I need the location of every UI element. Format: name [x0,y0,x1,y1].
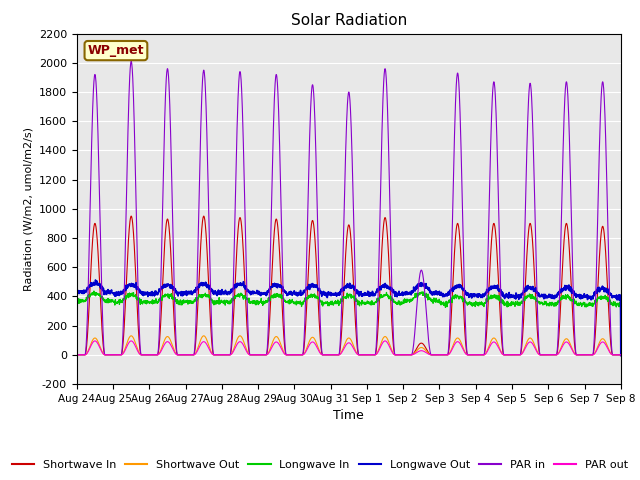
Title: Solar Radiation: Solar Radiation [291,13,407,28]
Legend: Shortwave In, Shortwave Out, Longwave In, Longwave Out, PAR in, PAR out: Shortwave In, Shortwave Out, Longwave In… [7,456,633,474]
Text: WP_met: WP_met [88,44,144,57]
Y-axis label: Radiation (W/m2, umol/m2/s): Radiation (W/m2, umol/m2/s) [23,127,33,291]
X-axis label: Time: Time [333,409,364,422]
